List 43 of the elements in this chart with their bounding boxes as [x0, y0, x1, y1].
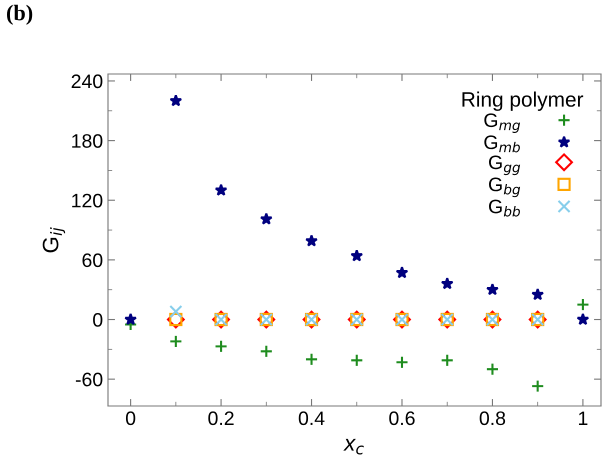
text: (b) [6, 4, 32, 25]
point [350, 354, 364, 367]
y-tick-label: 120 [72, 194, 102, 208]
point [169, 304, 182, 318]
point [396, 266, 408, 278]
point [304, 352, 318, 366]
point [486, 283, 499, 296]
point [214, 340, 228, 353]
x-tick-label: 0.8 [480, 411, 506, 426]
point [169, 334, 182, 348]
point [170, 94, 182, 106]
x-axis-title: x$_{c}$ [343, 438, 364, 454]
point [576, 312, 590, 326]
legend-title: Ring polymer [462, 92, 584, 111]
x-tick-label: 0 [126, 411, 136, 426]
point [214, 184, 228, 196]
x-tick-label: 1 [578, 412, 588, 425]
point [440, 354, 454, 367]
point [576, 298, 590, 312]
legend-label: G$_{bg}$ [489, 178, 520, 198]
y-axis-title: G$_{ij}$ [42, 227, 66, 252]
point [350, 249, 364, 262]
y-tick-label: 60 [82, 253, 102, 268]
legend-label: G$_{gg}$ [489, 155, 520, 176]
point [531, 380, 544, 393]
legend-label: G$_{bb}$ [489, 200, 520, 217]
point [260, 212, 273, 225]
point [531, 288, 544, 300]
point [124, 312, 137, 326]
y-tick-label: -60 [76, 372, 102, 386]
x-tick-label: 0.6 [389, 411, 415, 426]
y-tick-label: 180 [72, 134, 102, 148]
point [260, 344, 273, 358]
point [305, 234, 318, 247]
y-tick-label: 0 [93, 312, 102, 327]
point [486, 362, 500, 376]
point [395, 356, 409, 369]
legend-label: G$_{mb}$ [484, 135, 520, 152]
x-tick-label: 0.2 [208, 411, 234, 426]
y-tick-label: 240 [72, 74, 102, 88]
point [440, 277, 454, 290]
x-tick-label: 0.4 [298, 411, 324, 426]
legend-label: G$_{mg}$ [484, 113, 520, 133]
